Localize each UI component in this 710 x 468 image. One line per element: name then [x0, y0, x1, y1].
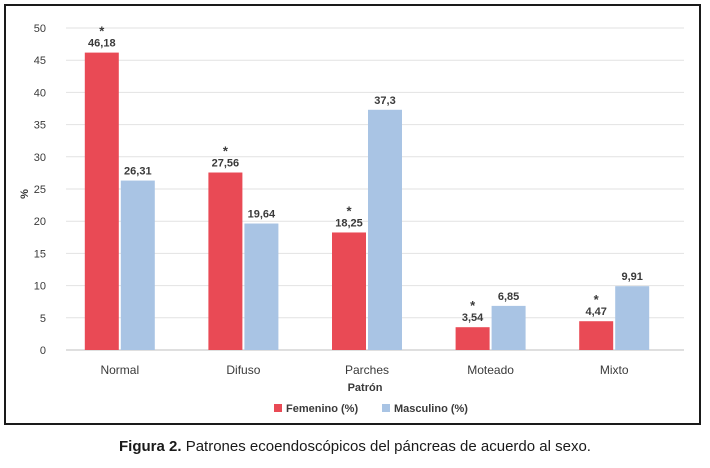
- y-tick-label: 35: [34, 120, 46, 132]
- data-label: 46,18: [88, 38, 116, 50]
- x-tick-label: Difuso: [226, 363, 260, 377]
- figure-caption: Figura 2. Patrones ecoendoscópicos del p…: [0, 438, 710, 455]
- data-label: 27,56: [212, 158, 240, 170]
- y-axis-ticks: 0 5 10 15 20 25 30 35 40 45 50: [34, 23, 46, 357]
- x-tick-label: Parches: [345, 363, 389, 377]
- y-tick-label: 20: [34, 216, 46, 228]
- data-label: 26,31: [124, 166, 152, 178]
- y-tick-label: 40: [34, 87, 46, 99]
- significance-asterisk: *: [99, 24, 105, 39]
- legend-label: Masculino (%): [394, 403, 468, 415]
- x-tick-label: Normal: [100, 363, 139, 377]
- y-tick-label: 45: [34, 55, 46, 67]
- bar: [579, 321, 614, 350]
- data-label: 19,64: [248, 209, 276, 221]
- y-tick-label: 50: [34, 23, 46, 35]
- significance-asterisk: *: [223, 144, 229, 159]
- bar: [615, 286, 650, 350]
- x-tick-label: Moteado: [467, 363, 514, 377]
- bar: [332, 232, 366, 350]
- bars: [84, 52, 650, 351]
- significance-asterisk: *: [470, 298, 476, 313]
- y-tick-label: 30: [34, 152, 46, 164]
- y-axis-title: %: [19, 189, 31, 199]
- bar: [455, 327, 490, 350]
- caption-label: Figura 2.: [119, 438, 182, 455]
- x-tick-label: Mixto: [600, 363, 629, 377]
- bar: [244, 223, 279, 350]
- legend-label: Femenino (%): [286, 403, 358, 415]
- y-tick-label: 5: [40, 313, 46, 325]
- y-tick-label: 25: [34, 184, 46, 196]
- caption-text: Patrones ecoendoscópicos del páncreas de…: [181, 438, 591, 455]
- y-tick-label: 15: [34, 248, 46, 260]
- significance-asterisk: *: [594, 292, 600, 307]
- bar: [120, 180, 155, 350]
- data-label: 4,47: [585, 306, 606, 318]
- data-label: 37,3: [374, 95, 395, 107]
- bar: [368, 109, 402, 351]
- data-label: 3,54: [462, 312, 484, 324]
- bar: [491, 305, 526, 350]
- bar: [208, 172, 243, 350]
- chart-frame: 0 5 10 15 20 25 30 35 40 45 50 % 46,18 * 26,31 27,56 *…: [4, 4, 701, 425]
- y-tick-label: 0: [40, 345, 46, 357]
- x-axis-categories: Normal Difuso Parches Moteado Mixto: [100, 363, 628, 377]
- data-label: 18,25: [335, 217, 363, 229]
- data-label: 6,85: [498, 291, 519, 303]
- data-label: 9,91: [621, 271, 642, 283]
- bar: [84, 52, 119, 350]
- y-tick-label: 10: [34, 281, 46, 293]
- data-labels: 46,18*26,3127,56*19,6418,25*37,33,54*6,8…: [88, 24, 643, 325]
- legend-swatch: [274, 404, 282, 412]
- significance-asterisk: *: [346, 203, 352, 218]
- legend-swatch: [382, 404, 390, 412]
- x-axis-title: Patrón: [348, 382, 383, 394]
- legend: Femenino (%) Masculino (%): [274, 403, 468, 415]
